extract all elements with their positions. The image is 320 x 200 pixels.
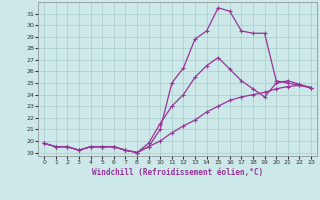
X-axis label: Windchill (Refroidissement éolien,°C): Windchill (Refroidissement éolien,°C) bbox=[92, 168, 263, 177]
